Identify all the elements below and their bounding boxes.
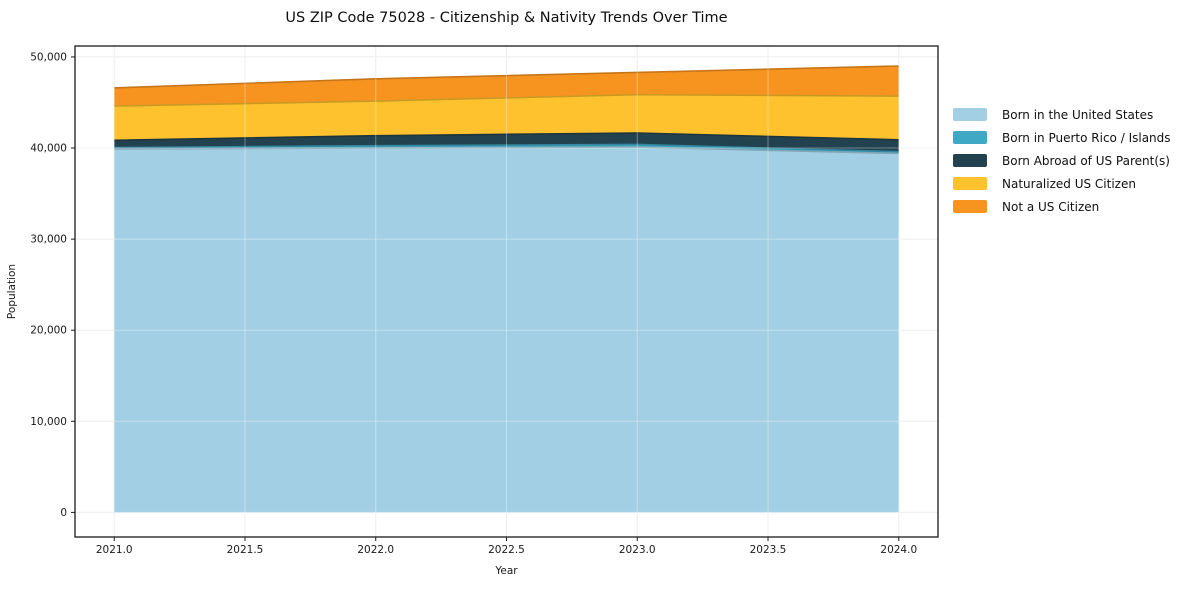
legend-label: Born Abroad of US Parent(s)	[1002, 153, 1170, 168]
legend-swatch	[953, 154, 987, 167]
legend-swatch	[953, 131, 987, 144]
svg-text:2023.0: 2023.0	[619, 544, 656, 556]
legend-label: Naturalized US Citizen	[1002, 176, 1136, 191]
legend: Born in the United States Born in Puerto…	[953, 103, 1171, 218]
legend-item-not-citizen: Not a US Citizen	[953, 195, 1171, 218]
legend-swatch	[953, 200, 987, 213]
svg-text:Year: Year	[494, 565, 518, 577]
svg-text:2021.5: 2021.5	[227, 544, 264, 556]
legend-swatch	[953, 177, 987, 190]
legend-item-born-abroad: Born Abroad of US Parent(s)	[953, 149, 1171, 172]
svg-text:2024.0: 2024.0	[880, 544, 917, 556]
legend-label: Not a US Citizen	[1002, 199, 1100, 214]
legend-item-born-in-us: Born in the United States	[953, 103, 1171, 126]
svg-text:30,000: 30,000	[30, 234, 67, 246]
legend-label: Born in the United States	[1002, 107, 1154, 122]
svg-text:2022.0: 2022.0	[357, 544, 394, 556]
svg-text:2023.5: 2023.5	[750, 544, 787, 556]
legend-item-puerto-rico: Born in Puerto Rico / Islands	[953, 126, 1171, 149]
svg-text:2022.5: 2022.5	[488, 544, 525, 556]
legend-swatch	[953, 108, 987, 121]
legend-label: Born in Puerto Rico / Islands	[1002, 130, 1171, 145]
legend-item-naturalized: Naturalized US Citizen	[953, 172, 1171, 195]
svg-text:0: 0	[60, 507, 67, 519]
svg-text:10,000: 10,000	[30, 416, 67, 428]
chart-title: US ZIP Code 75028 - Citizenship & Nativi…	[285, 10, 728, 26]
svg-text:40,000: 40,000	[30, 143, 67, 155]
svg-text:20,000: 20,000	[30, 325, 67, 337]
svg-text:Population: Population	[6, 264, 18, 319]
svg-text:2021.0: 2021.0	[96, 544, 133, 556]
svg-text:50,000: 50,000	[30, 51, 67, 63]
